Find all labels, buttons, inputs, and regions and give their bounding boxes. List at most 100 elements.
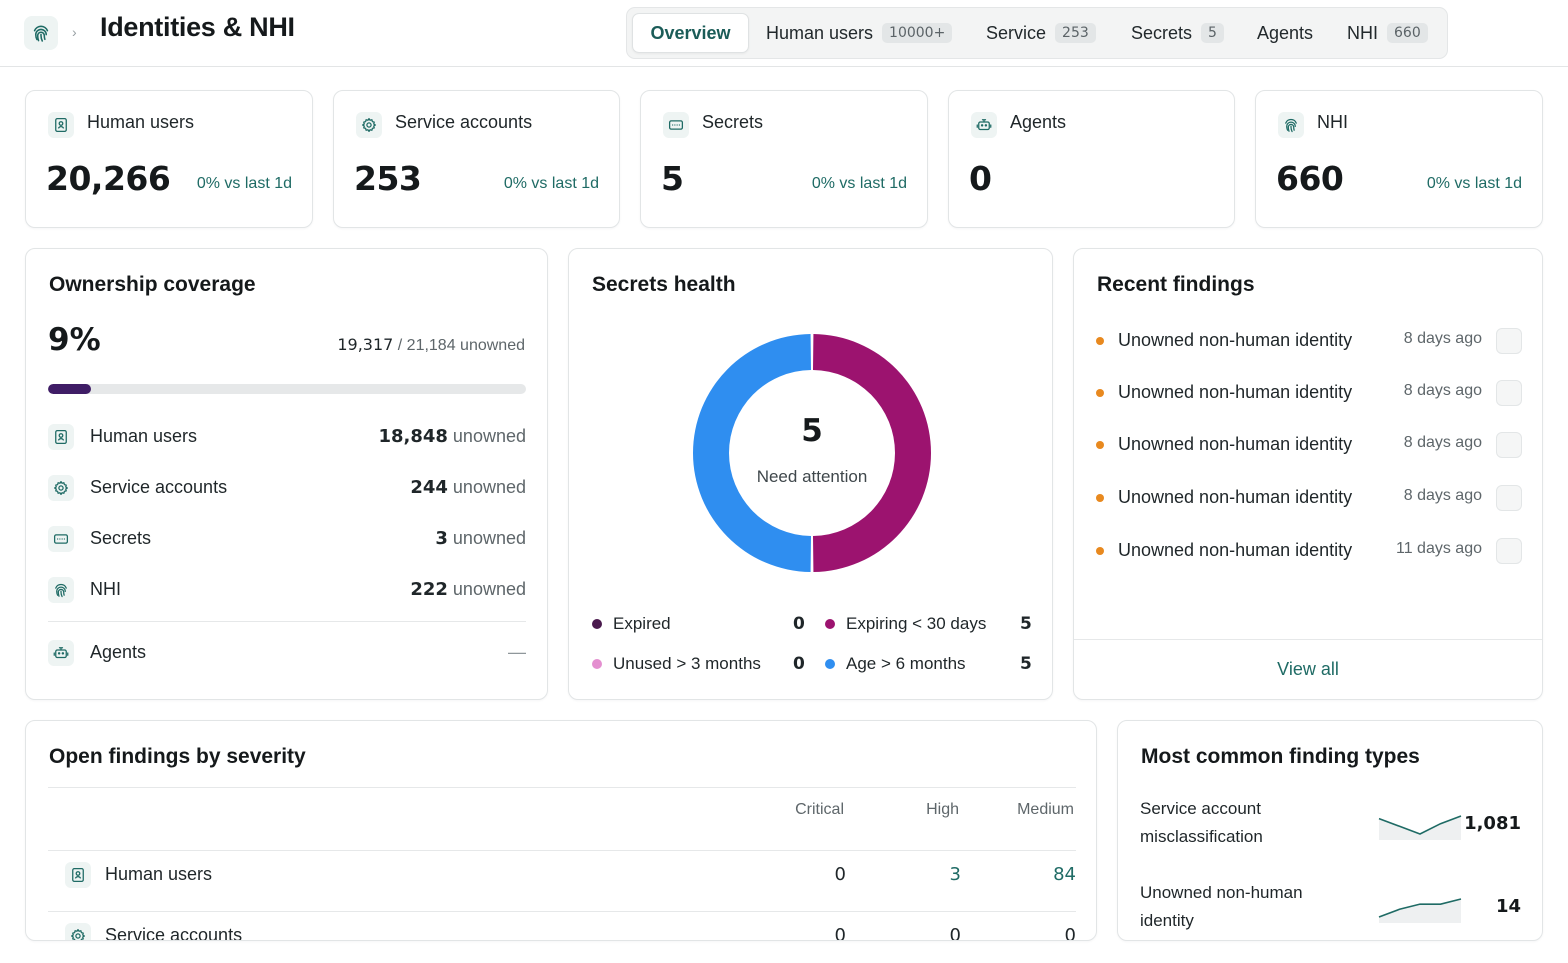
finding-checkbox[interactable] (1496, 485, 1522, 511)
cell-high: 0 (949, 925, 961, 941)
tab-label: Overview (650, 22, 731, 43)
key-card-icon (48, 526, 74, 552)
finding-checkbox[interactable] (1496, 538, 1522, 564)
row-label: Service accounts (105, 925, 243, 941)
finding-type-row[interactable]: Service account misclassification 1,081 (1140, 795, 1521, 855)
finding-item[interactable]: Unowned non-human identity 8 days ago (1096, 483, 1522, 513)
stat-card-service-accounts[interactable]: Service accounts 253 0% vs last 1d (333, 90, 620, 228)
stat-card-agents[interactable]: Agents 0 (948, 90, 1235, 228)
legend-value: 5 (1020, 654, 1032, 674)
stat-value: 5 (661, 159, 684, 198)
tab-agents[interactable]: Agents (1257, 13, 1313, 53)
ownership-progress-fill (48, 384, 92, 394)
row-value: 244 unowned (410, 477, 526, 498)
column-header-medium[interactable]: Medium (1017, 801, 1074, 818)
recent-findings-card: Recent findings Unowned non-human identi… (1073, 248, 1543, 700)
finding-type-count: 14 (1495, 896, 1521, 917)
ownership-row-service-accounts[interactable]: Service accounts 244 unowned (48, 473, 526, 503)
finding-status-dot (1096, 494, 1104, 502)
stat-card-human-users[interactable]: Human users 20,266 0% vs last 1d (25, 90, 313, 228)
finding-type-row[interactable]: Unowned non-human identity 14 (1140, 879, 1521, 939)
stat-card-secrets[interactable]: Secrets 5 0% vs last 1d (640, 90, 928, 228)
stat-change: 0% vs last 1d (1426, 175, 1522, 192)
tab-label: Human users (766, 22, 874, 43)
open-findings-severity-card: Open findings by severity Critical High … (25, 720, 1097, 941)
ownership-row-human-users[interactable]: Human users 18,848 unowned (48, 422, 526, 452)
ownership-fraction: 19,317 / 21,184 unowned (337, 335, 525, 355)
ownership-row-secrets[interactable]: Secrets 3 unowned (48, 524, 526, 554)
tab-count-badge: 253 (1055, 23, 1096, 43)
stat-label: NHI (1317, 112, 1348, 132)
tab-overview[interactable]: Overview (632, 13, 749, 53)
row-count: 244 (410, 477, 448, 498)
row-count: 222 (410, 579, 448, 600)
row-label: Human users (105, 864, 213, 884)
sparkline-chart (1378, 815, 1462, 840)
page-title: Identities & NHI (100, 12, 295, 42)
legend-dot (592, 659, 602, 669)
row-suffix: unowned (447, 579, 526, 599)
finding-age: 8 days ago (1403, 434, 1482, 451)
fingerprint-icon (1278, 112, 1304, 138)
sparkline-line (1378, 815, 1462, 835)
legend-value: 5 (1020, 614, 1032, 634)
table-row[interactable]: Human users 0 3 84 (48, 860, 1076, 890)
tab-label: NHI (1347, 22, 1378, 43)
row-label: Secrets (90, 528, 152, 548)
row-label: Agents (90, 642, 147, 662)
finding-text: Unowned non-human identity (1118, 434, 1353, 454)
finding-checkbox[interactable] (1496, 328, 1522, 354)
sparkline-chart (1378, 898, 1462, 923)
fingerprint-icon (48, 577, 74, 603)
finding-text: Unowned non-human identity (1118, 487, 1353, 507)
legend-dot (592, 619, 602, 629)
finding-item[interactable]: Unowned non-human identity 11 days ago (1096, 536, 1522, 566)
card-title: Most common finding types (1141, 745, 1420, 768)
secrets-donut-chart (692, 334, 931, 572)
card-title: Secrets health (592, 273, 736, 296)
cell-medium[interactable]: 84 (1053, 864, 1076, 885)
tab-nhi[interactable]: NHI 660 (1347, 13, 1428, 53)
tab-human-users[interactable]: Human users 10000+ (766, 13, 953, 53)
finding-age: 8 days ago (1403, 330, 1482, 347)
legend-item-age: Age > 6 months (825, 652, 966, 676)
robot-icon (971, 112, 997, 138)
stat-label: Service accounts (395, 112, 533, 132)
donut-slice-expiring-30-days[interactable] (812, 334, 931, 572)
divider (48, 621, 526, 622)
view-all-link[interactable]: View all (1074, 639, 1542, 699)
legend-label: Age > 6 months (846, 654, 966, 673)
legend-item-unused: Unused > 3 months (592, 652, 761, 676)
tab-count-badge: 5 (1201, 23, 1224, 43)
stat-label: Agents (1010, 112, 1067, 132)
fingerprint-icon[interactable] (24, 16, 58, 50)
cell-high[interactable]: 3 (949, 864, 961, 885)
row-suffix: unowned (447, 477, 526, 497)
finding-checkbox[interactable] (1496, 432, 1522, 458)
ownership-row-nhi[interactable]: NHI 222 unowned (48, 575, 526, 605)
legend-value: 0 (793, 614, 805, 634)
stat-value: 253 (354, 159, 422, 198)
row-value: — (508, 642, 526, 662)
finding-item[interactable]: Unowned non-human identity 8 days ago (1096, 430, 1522, 460)
donut-slice-age-6-months[interactable] (692, 334, 812, 572)
table-row[interactable]: Service accounts 0 0 0 (48, 921, 1076, 941)
stat-change: 0% vs last 1d (811, 175, 907, 192)
unowned-total: / 21,184 unowned (393, 337, 525, 354)
tab-secrets[interactable]: Secrets 5 (1131, 13, 1224, 53)
card-title: Ownership coverage (49, 273, 256, 296)
column-header-high[interactable]: High (926, 801, 959, 818)
secrets-health-card: Secrets health 5 Need attention Expired … (568, 248, 1053, 700)
stat-card-nhi[interactable]: NHI 660 0% vs last 1d (1255, 90, 1543, 228)
finding-checkbox[interactable] (1496, 380, 1522, 406)
column-header-critical[interactable]: Critical (795, 801, 844, 818)
finding-item[interactable]: Unowned non-human identity 8 days ago (1096, 378, 1522, 408)
sparkline-line (1378, 898, 1462, 918)
ownership-row-agents[interactable]: Agents — (48, 638, 526, 668)
ownership-progress-bar (48, 384, 526, 394)
row-suffix: unowned (447, 426, 526, 446)
finding-status-dot (1096, 547, 1104, 555)
finding-text: Unowned non-human identity (1118, 382, 1353, 402)
finding-item[interactable]: Unowned non-human identity 8 days ago (1096, 326, 1522, 356)
tab-service[interactable]: Service 253 (986, 13, 1096, 53)
